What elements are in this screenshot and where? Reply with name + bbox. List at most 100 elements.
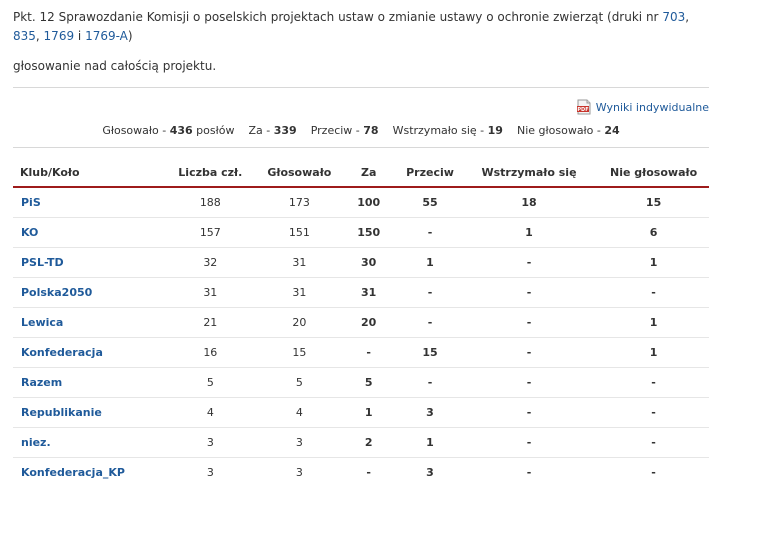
summary-not-voted: 24: [604, 124, 620, 137]
column-header-voted: Głosowało: [261, 158, 338, 188]
results-table: Klub/Koło Liczba czł. Głosowało Za Przec…: [13, 158, 709, 487]
table-row: KO 157 151 150 - 1 6: [13, 217, 709, 248]
cell-against: 3: [426, 466, 434, 479]
table-row: Lewica 21 20 20 - - 1: [13, 307, 709, 338]
table-row: Konfederacja 16 15 - 15 - 1: [13, 337, 709, 368]
column-header-abstained: Wstrzymało się: [459, 158, 599, 188]
cell-abstained: -: [459, 397, 599, 428]
cell-against: -: [400, 217, 460, 248]
cell-voted: 15: [261, 337, 338, 368]
cell-voted: 3: [295, 466, 303, 479]
cell-for: 20: [337, 307, 401, 338]
cell-for: 2: [337, 427, 401, 458]
club-link[interactable]: PSL-TD: [13, 247, 160, 278]
cell-voted: 173: [261, 187, 338, 218]
column-header-not-voted: Nie głosowało: [598, 158, 709, 188]
cell-not-voted: 15: [598, 187, 709, 218]
cell-voted: 31: [261, 247, 338, 278]
column-header-for: Za: [337, 158, 401, 188]
cell-abstained: 18: [459, 187, 599, 218]
cell-for: 30: [337, 247, 401, 278]
individual-results-link[interactable]: PDF Wyniki indywidualne: [576, 99, 709, 115]
cell-abstained: -: [459, 367, 599, 398]
cell-members: 188: [159, 187, 262, 218]
cell-members: 3: [159, 427, 262, 458]
title-text: Pkt. 12 Sprawozdanie Komisji o poselskic…: [13, 10, 663, 24]
cell-members: 4: [159, 397, 262, 428]
print-link-1769[interactable]: 1769: [43, 29, 75, 43]
cell-members: 21: [159, 307, 262, 338]
cell-against: 15: [400, 337, 460, 368]
cell-abstained: -: [459, 427, 599, 458]
club-link[interactable]: Konfederacja: [13, 337, 160, 368]
table-row: niez. 3 3 2 1 - -: [13, 427, 709, 458]
table-row: PSL-TD 32 31 30 1 - 1: [13, 247, 709, 278]
cell-members: 31: [159, 277, 262, 308]
svg-text:PDF: PDF: [577, 107, 588, 113]
column-header-club: Klub/Koło: [13, 158, 160, 188]
table-row: Razem 5 5 5 - - -: [13, 367, 709, 398]
cell-against: 3: [400, 397, 460, 428]
club-link[interactable]: KO: [13, 217, 160, 248]
summary-against: 78: [363, 124, 379, 137]
cell-for: -: [366, 466, 371, 479]
cell-not-voted: 1: [598, 307, 709, 338]
print-link-703[interactable]: 703: [662, 10, 686, 24]
cell-for: 5: [337, 367, 401, 398]
cell-abstained: -: [459, 247, 599, 278]
cell-abstained: -: [459, 277, 599, 308]
cell-members: 5: [159, 367, 262, 398]
results-links: PDF Wyniki indywidualne: [13, 99, 709, 123]
cell-abstained: -: [459, 337, 599, 368]
cell-voted: 31: [261, 277, 338, 308]
print-link-835[interactable]: 835: [13, 29, 36, 43]
cell-for: 1: [337, 397, 401, 428]
cell-against: -: [400, 277, 460, 308]
club-link[interactable]: PiS: [13, 187, 160, 218]
summary-for: 339: [273, 124, 297, 137]
table-header-row: Klub/Koło Liczba czł. Głosowało Za Przec…: [13, 158, 709, 188]
table-row: Republikanie 4 4 1 3 - -: [13, 397, 709, 428]
cell-for: 31: [337, 277, 401, 308]
cell-not-voted: 6: [598, 217, 709, 248]
cell-against: -: [400, 307, 460, 338]
club-link[interactable]: niez.: [13, 427, 160, 458]
table-row: Polska2050 31 31 31 - - -: [13, 277, 709, 308]
cell-against: 55: [400, 187, 460, 218]
cell-voted: 20: [261, 307, 338, 338]
cell-abstained: -: [459, 307, 599, 338]
cell-not-voted: -: [598, 367, 709, 398]
cell-abstained: -: [526, 466, 532, 479]
cell-not-voted: 1: [598, 247, 709, 278]
cell-not-voted: -: [598, 397, 709, 428]
table-row: PiS 188 173 100 55 18 15: [13, 187, 709, 218]
column-header-members: Liczba czł.: [159, 158, 262, 188]
cell-voted: 4: [261, 397, 338, 428]
summary-abstained: 19: [487, 124, 503, 137]
cell-voted: 5: [261, 367, 338, 398]
cell-against: 1: [400, 427, 460, 458]
cell-members: 32: [159, 247, 262, 278]
cell-not-voted: -: [598, 427, 709, 458]
vote-summary: Głosowało - 436 posłów Za - 339 Przeciw …: [102, 124, 620, 137]
cell-voted: 3: [261, 427, 338, 458]
vote-description: głosowanie nad całością projektu.: [13, 59, 217, 73]
club-link[interactable]: Razem: [13, 367, 160, 398]
pdf-icon: PDF: [576, 99, 592, 115]
club-link[interactable]: Lewica: [13, 307, 160, 338]
cell-for: -: [337, 337, 401, 368]
club-link[interactable]: Republikanie: [13, 397, 160, 428]
table-row: Konfederacja_KP 3 3 - 3 - -: [13, 458, 709, 488]
cell-voted: 151: [261, 217, 338, 248]
print-link-1769-a[interactable]: 1769-A: [85, 29, 128, 43]
cell-for: 100: [337, 187, 401, 218]
cell-against: 1: [400, 247, 460, 278]
cell-members: 3: [206, 466, 214, 479]
summary-voted: 436: [169, 124, 193, 137]
agenda-item-title: Pkt. 12 Sprawozdanie Komisji o poselskic…: [13, 10, 690, 43]
cell-for: 150: [337, 217, 401, 248]
club-link[interactable]: Polska2050: [13, 277, 160, 308]
club-link[interactable]: Konfederacja_KP: [21, 466, 125, 479]
cell-members: 157: [159, 217, 262, 248]
individual-results-label: Wyniki indywidualne: [595, 100, 709, 114]
